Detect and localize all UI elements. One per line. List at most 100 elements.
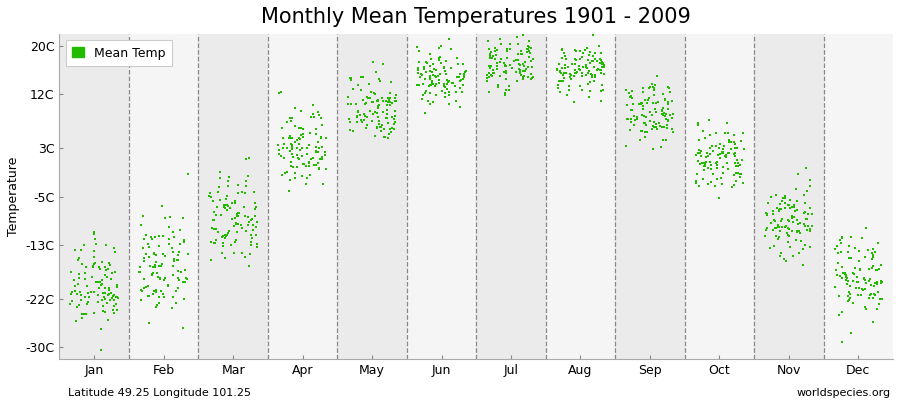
Point	[276, 155, 291, 161]
Point	[229, 200, 243, 207]
Point	[384, 100, 399, 106]
Point	[803, 177, 817, 184]
Point	[484, 62, 499, 69]
Point	[728, 140, 742, 147]
Point	[645, 122, 660, 129]
Point	[346, 128, 360, 135]
Point	[98, 264, 112, 270]
Bar	[407, 34, 476, 359]
Point	[512, 66, 526, 72]
Point	[691, 146, 706, 153]
Point	[363, 81, 377, 88]
Point	[636, 106, 651, 112]
Point	[309, 131, 323, 137]
Point	[172, 249, 186, 255]
Point	[144, 234, 158, 241]
Point	[830, 272, 844, 278]
Point	[309, 149, 323, 155]
Point	[141, 282, 156, 289]
Point	[219, 232, 233, 239]
Point	[660, 122, 674, 128]
Point	[520, 64, 535, 70]
Point	[622, 90, 636, 96]
Point	[798, 223, 813, 230]
Point	[581, 52, 596, 58]
Point	[456, 60, 471, 67]
Point	[769, 225, 783, 231]
Point	[568, 61, 582, 68]
Point	[501, 83, 516, 89]
Point	[284, 151, 299, 157]
Point	[581, 70, 596, 76]
Point	[830, 242, 844, 249]
Point	[319, 149, 333, 156]
Point	[563, 71, 578, 78]
Point	[482, 74, 496, 80]
Point	[453, 78, 467, 84]
Point	[248, 188, 262, 195]
Point	[872, 265, 886, 272]
Point	[776, 195, 790, 202]
Point	[521, 74, 535, 80]
Point	[423, 101, 437, 107]
Point	[110, 293, 124, 300]
Point	[349, 119, 364, 126]
Point	[285, 114, 300, 121]
Point	[238, 183, 253, 190]
Point	[662, 112, 677, 118]
Point	[585, 74, 599, 80]
Point	[436, 80, 451, 87]
Point	[842, 254, 856, 261]
Point	[593, 67, 608, 74]
Point	[363, 94, 377, 101]
Point	[75, 261, 89, 268]
Point	[145, 236, 159, 242]
Point	[372, 118, 386, 124]
Point	[720, 150, 734, 156]
Point	[456, 74, 471, 80]
Point	[204, 239, 219, 246]
Point	[64, 269, 78, 275]
Point	[425, 69, 439, 75]
Point	[769, 233, 783, 239]
Point	[288, 175, 302, 181]
Point	[302, 142, 316, 148]
Point	[249, 232, 264, 238]
Point	[788, 214, 802, 220]
Point	[231, 209, 246, 216]
Point	[482, 53, 497, 60]
Point	[763, 219, 778, 226]
Point	[790, 207, 805, 213]
Point	[94, 346, 108, 353]
Point	[724, 146, 738, 152]
Point	[410, 44, 425, 50]
Point	[523, 45, 537, 51]
Point	[104, 295, 119, 301]
Point	[274, 125, 289, 132]
Point	[855, 286, 869, 292]
Point	[572, 82, 587, 89]
Point	[233, 221, 248, 228]
Point	[647, 85, 662, 92]
Point	[698, 163, 712, 169]
Point	[771, 208, 786, 214]
Point	[787, 204, 801, 210]
Point	[716, 170, 731, 176]
Point	[706, 148, 720, 155]
Point	[859, 225, 873, 232]
Point	[276, 135, 291, 141]
Point	[664, 115, 679, 121]
Point	[388, 113, 402, 120]
Point	[796, 262, 810, 268]
Point	[581, 81, 596, 88]
Point	[171, 275, 185, 281]
Point	[800, 227, 814, 234]
Point	[774, 206, 788, 212]
Point	[566, 72, 580, 79]
Point	[555, 78, 570, 84]
Point	[235, 250, 249, 256]
Point	[555, 47, 570, 53]
Point	[67, 277, 81, 284]
Point	[578, 47, 592, 54]
Point	[285, 135, 300, 141]
